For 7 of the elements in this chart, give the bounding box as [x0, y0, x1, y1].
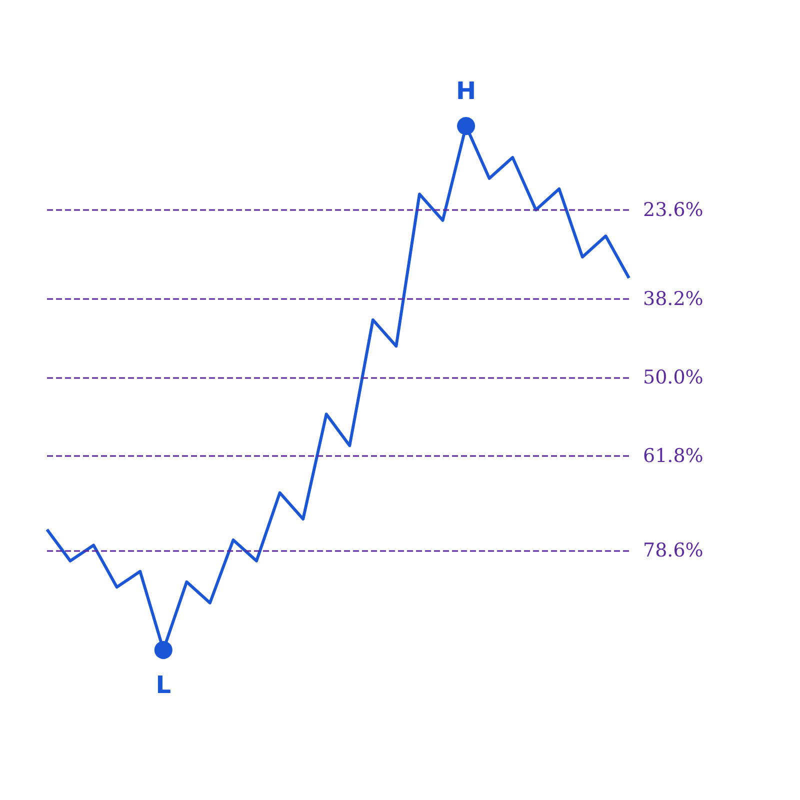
text: 23.6% [643, 198, 704, 221]
text: 61.8% [643, 445, 704, 468]
text: 78.6% [643, 539, 704, 562]
text: 38.2% [643, 288, 704, 310]
text: 50.0% [643, 366, 704, 389]
annotation: H [456, 77, 476, 105]
annotation: L [156, 671, 172, 699]
